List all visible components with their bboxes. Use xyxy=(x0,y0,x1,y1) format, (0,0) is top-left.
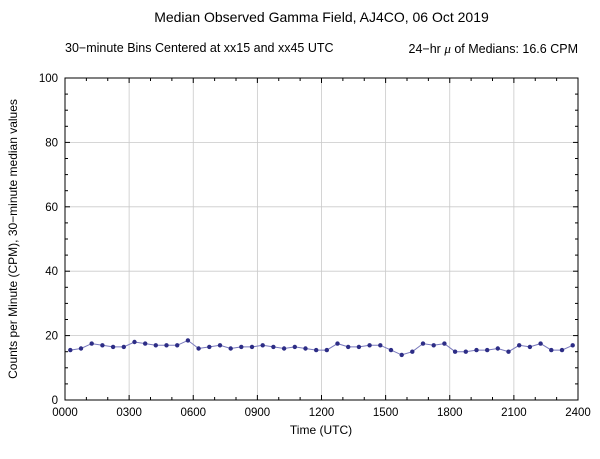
y-tick-label: 60 xyxy=(45,202,58,214)
data-point xyxy=(314,347,319,353)
data-point xyxy=(474,347,479,353)
x-tick-label: 2400 xyxy=(565,407,591,419)
data-point xyxy=(335,341,340,346)
data-point xyxy=(260,343,265,348)
x-tick-label: 0000 xyxy=(52,407,78,419)
plot-frame xyxy=(64,77,579,401)
x-tick-label: 1800 xyxy=(437,407,463,419)
data-point xyxy=(378,343,383,348)
subtitle-mean-note: 24−hr μ of Medians: 16.6 CPM xyxy=(409,41,578,57)
x-tick-label: 2100 xyxy=(501,407,527,419)
data-point xyxy=(324,347,329,353)
data-point xyxy=(452,349,458,354)
data-point xyxy=(68,347,73,353)
data-point xyxy=(442,341,447,346)
subtitle-bins-note: 30−minute Bins Centered at xx15 and xx45… xyxy=(65,41,334,55)
data-point xyxy=(217,343,223,348)
grid-lines xyxy=(65,78,578,400)
data-point xyxy=(517,343,522,348)
tick-labels: 0000 0300 0600 0900 1200 1500 1800 2100 2400 0 20 4… xyxy=(39,73,591,419)
data-point xyxy=(281,346,287,351)
data-point xyxy=(485,347,490,353)
data-point xyxy=(356,344,362,350)
mean-note-suffix: of Medians: 16.6 CPM xyxy=(450,42,578,56)
x-tick-label: 0300 xyxy=(116,407,142,419)
data-point xyxy=(527,344,533,350)
data-point xyxy=(410,349,415,354)
y-tick-label: 80 xyxy=(45,137,58,149)
data-point xyxy=(388,347,394,353)
data-point xyxy=(559,347,565,353)
y-tick-label: 0 xyxy=(52,395,58,407)
data-point xyxy=(549,347,554,353)
y-tick-label: 40 xyxy=(45,266,58,278)
data-point xyxy=(175,343,180,348)
data-point xyxy=(143,341,148,346)
mu-symbol: μ xyxy=(444,41,451,56)
chart-title: Median Observed Gamma Field, AJ4CO, 06 O… xyxy=(154,9,489,25)
data-point xyxy=(506,349,511,354)
y-tick-label: 20 xyxy=(45,331,58,343)
data-point xyxy=(431,343,436,348)
data-point xyxy=(207,344,212,350)
data-point xyxy=(164,343,169,348)
data-point xyxy=(292,344,297,350)
data-point xyxy=(196,346,201,351)
data-point xyxy=(239,344,244,350)
plot-layers: 0000 0300 0600 0900 1200 1500 1800 2100 2400 0 20 4… xyxy=(39,73,591,419)
data-point xyxy=(271,344,276,350)
data-point xyxy=(570,343,575,348)
data-point xyxy=(346,344,351,350)
chart-subtitle: 30−minute Bins Centered at xx15 and xx45… xyxy=(65,41,578,57)
data-point xyxy=(420,341,426,346)
mean-note-prefix: 24−hr xyxy=(408,42,445,56)
data-point xyxy=(538,341,543,346)
data-point xyxy=(399,352,404,358)
data-point xyxy=(463,349,468,354)
data-point xyxy=(495,346,500,351)
data-point xyxy=(78,346,84,351)
data-point xyxy=(100,343,105,348)
data-point xyxy=(153,343,158,348)
data-point xyxy=(89,341,94,346)
data-point xyxy=(121,344,127,350)
x-axis-label: Time (UTC) xyxy=(290,423,352,437)
data-point xyxy=(132,339,137,345)
data-point xyxy=(228,346,233,351)
x-tick-label: 1500 xyxy=(373,407,399,419)
x-tick-label: 0600 xyxy=(180,407,206,419)
y-tick-label: 100 xyxy=(39,73,58,85)
x-tick-label: 0900 xyxy=(245,407,271,419)
y-axis-label: Counts per Minute (CPM), 30−minute media… xyxy=(6,99,20,379)
data-point xyxy=(110,344,116,350)
data-point xyxy=(185,338,191,343)
x-tick-label: 1200 xyxy=(309,407,335,419)
data-point xyxy=(249,344,255,350)
data-point xyxy=(303,346,308,351)
data-point xyxy=(367,343,372,348)
data-points xyxy=(68,338,575,358)
